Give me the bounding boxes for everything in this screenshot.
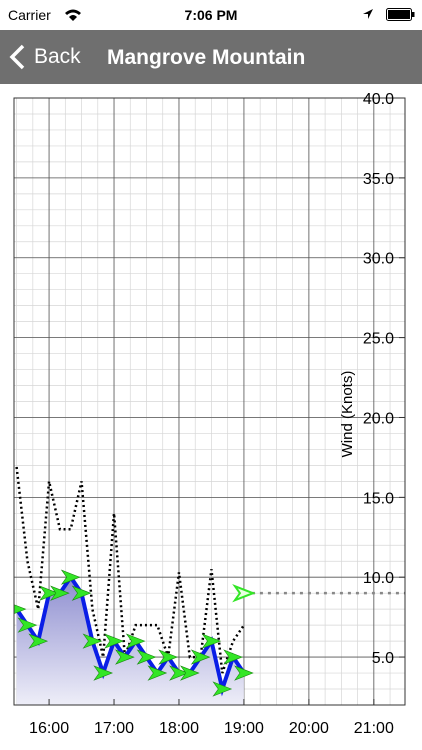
- direction-arrow: [190, 649, 211, 665]
- direction-arrow: [212, 681, 233, 697]
- direction-arrow: [158, 649, 178, 665]
- back-chevron: [9, 44, 25, 70]
- direction-arrow: [136, 649, 157, 665]
- y-tick-label: 5.0: [372, 650, 394, 667]
- direction-arrow: [223, 649, 243, 665]
- clock: 7:06 PM: [184, 7, 238, 23]
- direction-arrow: [60, 569, 81, 585]
- carrier: Carrier: [8, 7, 51, 23]
- y-tick-label: 30.0: [363, 251, 394, 268]
- direction-arrow: [169, 665, 189, 681]
- direction-arrow: [125, 633, 146, 649]
- back-label: Back: [34, 45, 81, 68]
- x-tick-label: 16:00: [29, 720, 69, 737]
- status-bar: Carrier 7:06 PM: [0, 0, 422, 30]
- y-tick-label: 10.0: [363, 570, 394, 587]
- direction-arrow: [28, 633, 49, 649]
- y-tick-label: 20.0: [363, 410, 394, 427]
- x-tick-label: 18:00: [159, 720, 199, 737]
- nav-bar: Back Mangrove Mountain: [0, 30, 422, 84]
- y-tick-label: 35.0: [363, 171, 394, 188]
- y-tick-label: 25.0: [363, 331, 394, 348]
- location-icon: [363, 9, 373, 19]
- plot-frame: [13, 97, 406, 706]
- direction-arrow: [82, 633, 103, 649]
- x-tick-label: 19:00: [224, 720, 264, 737]
- battery-icon: [386, 8, 415, 21]
- direction-arrow: [14, 604, 27, 614]
- x-tick-label: 20:00: [289, 720, 329, 737]
- direction-arrow: [232, 584, 256, 603]
- gust-line: [15, 466, 245, 674]
- x-tick-label: 21:00: [354, 720, 394, 737]
- direction-arrow: [179, 665, 200, 681]
- nav-title: Mangrove Mountain: [107, 46, 306, 69]
- direction-arrow: [201, 633, 222, 649]
- direction-arrow: [115, 649, 135, 665]
- direction-arrow: [17, 617, 38, 633]
- x-tick-label: 17:00: [94, 720, 134, 737]
- direction-arrow: [71, 585, 92, 601]
- y-tick-label: 15.0: [363, 490, 394, 507]
- back-button[interactable]: Back: [8, 40, 81, 74]
- wifi-icon: [65, 9, 81, 21]
- y-axis-label: Wind (Knots): [339, 371, 356, 458]
- direction-arrow: [50, 585, 70, 601]
- direction-arrow: [234, 665, 254, 681]
- direction-arrow: [39, 585, 59, 601]
- direction-arrow: [147, 665, 168, 681]
- y-tick-label: 40.0: [363, 91, 394, 108]
- chart: 5.0 10.0 15.0 20.0 25.0 30.0 35.0 40.0 16:00 17:0…: [13, 91, 406, 737]
- direction-arrow: [104, 633, 124, 649]
- direction-arrow: [93, 665, 114, 681]
